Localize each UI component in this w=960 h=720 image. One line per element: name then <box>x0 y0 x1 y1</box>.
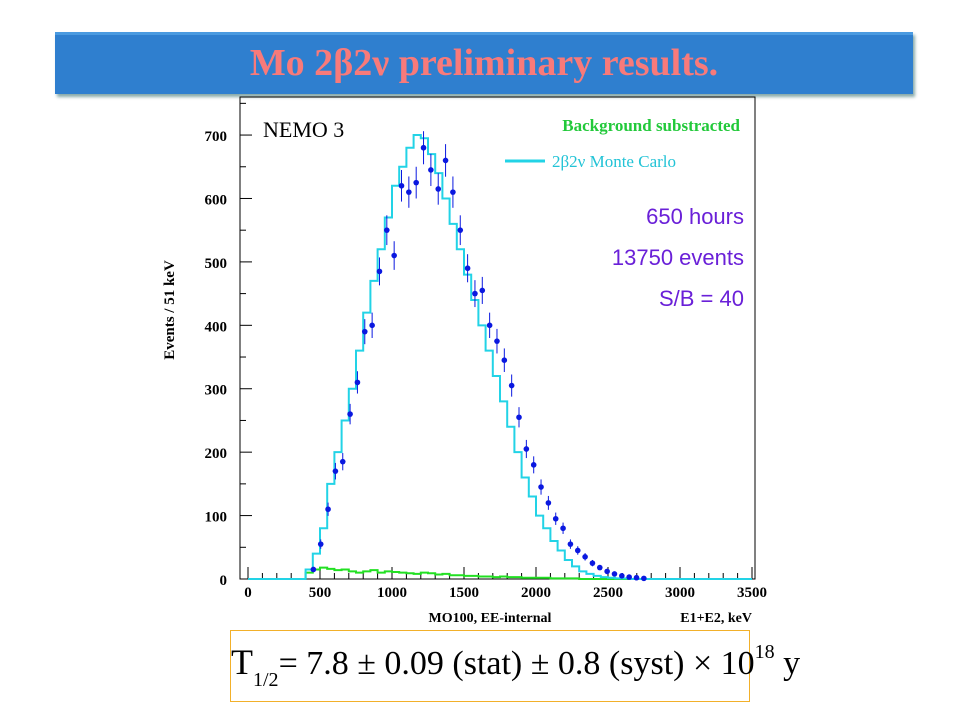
data-point <box>450 189 456 195</box>
x-tick-label: 2000 <box>521 585 551 601</box>
title-suffix: preliminary results. <box>389 42 719 84</box>
x-tick-label: 1000 <box>377 585 407 601</box>
y-tick-label: 200 <box>205 446 228 462</box>
y-tick-label: 600 <box>205 192 228 208</box>
data-point <box>428 167 434 173</box>
x-tick-label: 3500 <box>737 585 767 601</box>
y-tick-label: 500 <box>205 256 228 272</box>
x-ticks: 0 500 1000 1500 2000 2500 3000 3500 <box>244 567 767 601</box>
title-bar: Mo 2β2ν preliminary results. <box>55 32 913 94</box>
x-tick-label: 1500 <box>449 585 479 601</box>
x-tick-label: 500 <box>309 585 332 601</box>
y-tick-label: 400 <box>205 319 228 335</box>
y-tick-label: 700 <box>205 129 228 145</box>
data-point <box>545 500 552 506</box>
data-point <box>530 462 537 468</box>
data-point <box>361 328 368 335</box>
data-point <box>574 547 581 554</box>
data-point <box>317 541 324 547</box>
half-life-formula: T1/2= 7.8 ± 0.09 (stat) ± 0.8 (syst) × 1… <box>231 641 801 691</box>
data-point <box>486 322 493 329</box>
data-point <box>369 322 375 329</box>
data-point <box>391 252 397 259</box>
data-point <box>472 290 478 297</box>
data-point <box>347 411 353 417</box>
x-tick-label: 0 <box>244 585 252 601</box>
formula-body: = 7.8 ± 0.09 (stat) ± 0.8 (syst) × 10 <box>278 645 755 682</box>
data-point <box>457 227 464 233</box>
x-axis-label-right: E1+E2, keV <box>680 611 752 626</box>
plot-frame <box>239 96 756 580</box>
data-point <box>633 574 640 581</box>
data-point <box>501 357 508 363</box>
data-point <box>619 573 625 579</box>
title-nu: ν <box>372 42 390 84</box>
background-step-line <box>248 566 752 580</box>
data-point <box>641 575 647 582</box>
data-point <box>479 287 486 294</box>
y-tick-label: 300 <box>205 383 228 399</box>
background-histogram <box>248 566 752 580</box>
data-point <box>516 414 522 421</box>
y-axis-label: Events / 51 keV <box>162 260 178 360</box>
data-point <box>567 541 574 547</box>
legend-label: 2β2ν Monte Carlo <box>552 152 676 171</box>
title-prefix: Mo 2 <box>249 42 334 84</box>
formula-subscript: 1/2 <box>253 669 279 691</box>
y-tick-label: 0 <box>220 573 228 589</box>
data-point <box>494 338 500 344</box>
title-two: 2 <box>353 42 373 84</box>
data-point <box>508 382 515 389</box>
data-points <box>310 131 647 582</box>
slide-title: Mo 2β2ν preliminary results. <box>55 41 913 85</box>
data-point <box>611 571 618 577</box>
data-point <box>596 564 603 571</box>
formula-unit: y <box>774 645 801 682</box>
data-point <box>552 515 559 522</box>
formula-T: T <box>231 642 253 682</box>
y-ticks: 0 100 200 300 400 500 600 700 <box>205 102 252 589</box>
data-point <box>464 265 471 272</box>
title-beta: β <box>333 42 354 84</box>
x-axis-label-left: MO100, EE-internal <box>429 611 552 626</box>
data-point <box>332 468 339 474</box>
data-point <box>538 484 544 490</box>
stat-sb: S/B = 40 <box>659 286 744 311</box>
monte-carlo-histogram <box>248 134 752 580</box>
x-tick-label: 2500 <box>593 585 623 601</box>
data-point <box>325 506 331 513</box>
background-label: Background substracted <box>562 116 740 135</box>
stat-events: 13750 events <box>612 245 744 270</box>
monte-carlo-step-line <box>248 134 752 580</box>
formula-exponent: 18 <box>754 641 775 663</box>
data-point <box>626 574 632 580</box>
x-tick-label: 3000 <box>665 585 695 601</box>
data-point <box>310 566 317 573</box>
experiment-label: NEMO 3 <box>263 117 344 142</box>
data-point <box>442 157 449 164</box>
data-point <box>604 568 610 575</box>
data-point <box>413 179 419 186</box>
half-life-formula-box: T1/2= 7.8 ± 0.09 (stat) ± 0.8 (syst) × 1… <box>230 630 800 702</box>
data-point <box>435 186 442 192</box>
data-point <box>376 268 383 275</box>
data-point <box>339 458 346 465</box>
data-point <box>582 554 588 560</box>
data-point <box>420 144 427 151</box>
data-point <box>398 182 405 189</box>
data-point <box>384 227 390 233</box>
data-point <box>560 525 566 532</box>
data-point <box>589 560 596 566</box>
data-point <box>406 189 412 195</box>
data-point <box>354 379 361 386</box>
stat-hours: 650 hours <box>646 204 744 229</box>
data-point <box>523 446 530 452</box>
y-tick-label: 100 <box>205 510 228 526</box>
